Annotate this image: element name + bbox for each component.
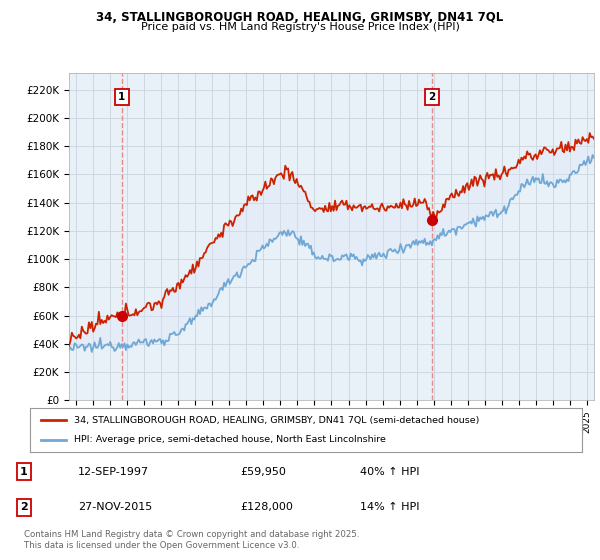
Text: £59,950: £59,950 — [240, 466, 286, 477]
Text: 12-SEP-1997: 12-SEP-1997 — [78, 466, 149, 477]
Text: 34, STALLINGBOROUGH ROAD, HEALING, GRIMSBY, DN41 7QL: 34, STALLINGBOROUGH ROAD, HEALING, GRIMS… — [97, 11, 503, 24]
Text: 2: 2 — [428, 92, 436, 102]
Text: 14% ↑ HPI: 14% ↑ HPI — [360, 502, 419, 512]
Text: Price paid vs. HM Land Registry's House Price Index (HPI): Price paid vs. HM Land Registry's House … — [140, 22, 460, 32]
Text: £128,000: £128,000 — [240, 502, 293, 512]
Text: Contains HM Land Registry data © Crown copyright and database right 2025.
This d: Contains HM Land Registry data © Crown c… — [24, 530, 359, 550]
Text: 1: 1 — [20, 466, 28, 477]
Text: 1: 1 — [118, 92, 125, 102]
Text: 40% ↑ HPI: 40% ↑ HPI — [360, 466, 419, 477]
Text: 2: 2 — [20, 502, 28, 512]
Text: 34, STALLINGBOROUGH ROAD, HEALING, GRIMSBY, DN41 7QL (semi-detached house): 34, STALLINGBOROUGH ROAD, HEALING, GRIMS… — [74, 416, 479, 425]
Text: 27-NOV-2015: 27-NOV-2015 — [78, 502, 152, 512]
Text: HPI: Average price, semi-detached house, North East Lincolnshire: HPI: Average price, semi-detached house,… — [74, 435, 386, 444]
